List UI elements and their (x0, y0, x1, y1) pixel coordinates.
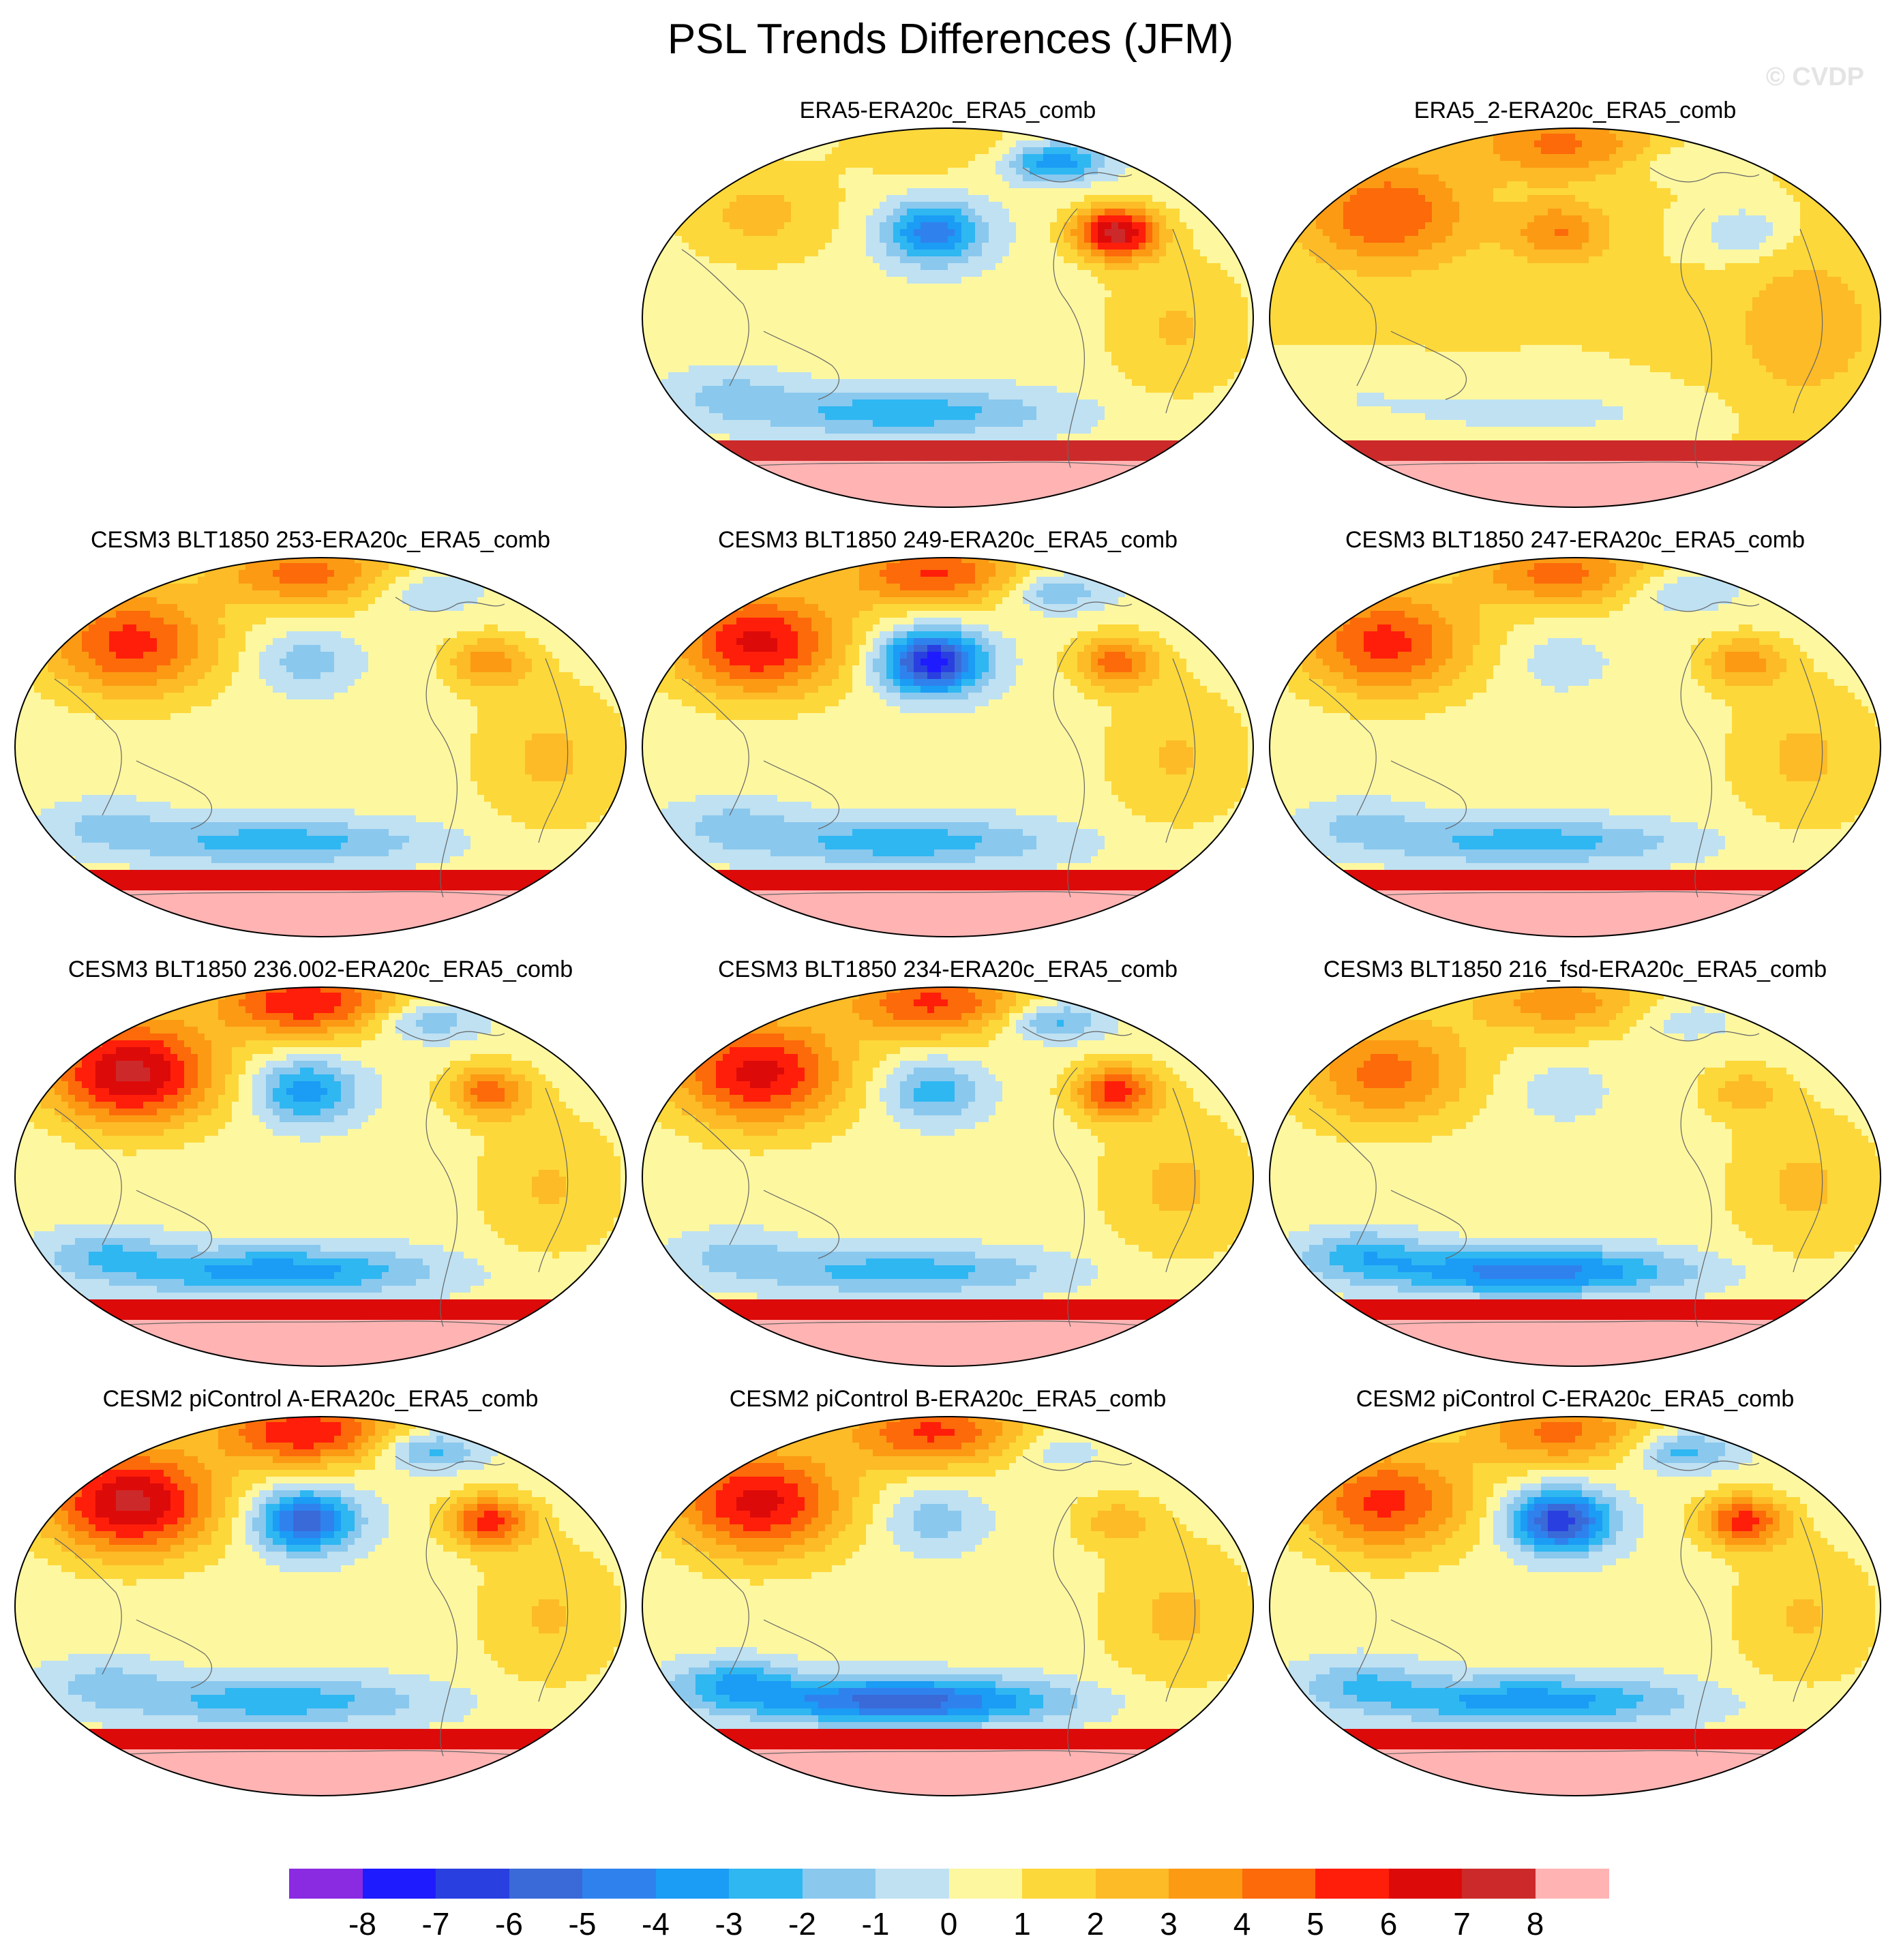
colorbar-swatch (1535, 1869, 1609, 1899)
map-panel-era5-2: ERA5_2-ERA20c_ERA5_comb (1261, 95, 1889, 518)
colorbar-swatch (362, 1869, 436, 1899)
colorbar-swatch (1022, 1869, 1096, 1899)
psl-trend-field (1270, 558, 1881, 937)
colorbar-tick-label: -1 (848, 1905, 903, 1943)
psl-trend-field (642, 1417, 1253, 1796)
psl-trend-field (15, 558, 626, 937)
panel-title: ERA5_2-ERA20c_ERA5_comb (1261, 95, 1889, 125)
psl-trend-field (1270, 987, 1881, 1366)
map (1269, 986, 1881, 1367)
panel-title: CESM3 BLT1850 249-ERA20c_ERA5_comb (634, 525, 1261, 555)
colorbar-tick-label: 2 (1068, 1905, 1123, 1943)
map (642, 986, 1254, 1367)
map-panel-cesm3-236002: CESM3 BLT1850 236.002-ERA20c_ERA5_comb (7, 954, 634, 1377)
colorbar-tick-label: 8 (1508, 1905, 1563, 1943)
colorbar-swatch (655, 1869, 730, 1899)
colorbar-swatch (1388, 1869, 1463, 1899)
coastlines (54, 1026, 594, 1331)
map (642, 557, 1254, 937)
colorbar-tick-label: 1 (995, 1905, 1049, 1943)
colorbar-tick-label: -2 (775, 1905, 830, 1943)
map-panel-cesm2-c: CESM2 piControl C-ERA20c_ERA5_comb (1261, 1384, 1889, 1807)
map (14, 1416, 627, 1796)
colorbar-swatch (729, 1869, 803, 1899)
colorbar-swatch (289, 1869, 363, 1899)
panel-title: CESM3 BLT1850 236.002-ERA20c_ERA5_comb (7, 954, 634, 984)
map-panel-cesm3-247: CESM3 BLT1850 247-ERA20c_ERA5_comb (1261, 525, 1889, 948)
panel-title: CESM2 piControl B-ERA20c_ERA5_comb (634, 1384, 1261, 1414)
map-outline (642, 1416, 1254, 1796)
colorbar-tick-label: -3 (702, 1905, 756, 1943)
psl-trend-field (1270, 128, 1881, 507)
map-outline (14, 1416, 627, 1796)
map-panel-cesm3-216fsd: CESM3 BLT1850 216_fsd-ERA20c_ERA5_comb (1261, 954, 1889, 1377)
map-outline (14, 557, 627, 937)
coastlines (1308, 167, 1848, 472)
colorbar-tick-label: 5 (1288, 1905, 1343, 1943)
colorbar-swatch (1095, 1869, 1169, 1899)
colorbar-swatch (1315, 1869, 1389, 1899)
colorbar-tick-label: 3 (1141, 1905, 1196, 1943)
map-outline (1269, 557, 1881, 937)
psl-trend-field (642, 558, 1253, 937)
colorbar-swatch (1169, 1869, 1242, 1899)
map-outline (14, 986, 627, 1367)
colorbar-swatch (948, 1869, 1023, 1899)
colorbar-swatch (875, 1869, 949, 1899)
coastlines (54, 597, 594, 901)
map (14, 557, 627, 937)
map-panel-cesm3-249: CESM3 BLT1850 249-ERA20c_ERA5_comb (634, 525, 1261, 948)
psl-trend-field (642, 128, 1253, 507)
map (642, 127, 1254, 508)
map-outline (642, 557, 1254, 937)
map-outline (1269, 127, 1881, 508)
map-outline (1269, 1416, 1881, 1796)
colorbar-swatch (1242, 1869, 1316, 1899)
psl-trend-field (642, 987, 1253, 1366)
colorbar-swatch (509, 1869, 583, 1899)
colorbar-swatch (582, 1869, 656, 1899)
map (1269, 557, 1881, 937)
map-outline (642, 127, 1254, 508)
colorbar-tick-label: -5 (555, 1905, 610, 1943)
panel-title: CESM2 piControl A-ERA20c_ERA5_comb (7, 1384, 634, 1414)
colorbar-swatch (436, 1869, 509, 1899)
panel-title: CESM3 BLT1850 253-ERA20c_ERA5_comb (7, 525, 634, 555)
colorbar-tick-label: -8 (335, 1905, 390, 1943)
colorbar-tick-label: 0 (922, 1905, 976, 1943)
panel-title: ERA5-ERA20c_ERA5_comb (634, 95, 1261, 125)
colorbar-tick-label: 4 (1215, 1905, 1270, 1943)
psl-trend-field (15, 987, 626, 1366)
map (1269, 1416, 1881, 1796)
colorbar-tick-label: -6 (482, 1905, 537, 1943)
map (1269, 127, 1881, 508)
map-outline (642, 986, 1254, 1367)
cvdp-watermark: © CVDP (1766, 63, 1864, 92)
psl-trend-field (1270, 1417, 1881, 1796)
figure-title: PSL Trends Differences (JFM) (0, 12, 1901, 67)
colorbar-swatch (1462, 1869, 1536, 1899)
psl-trend-field (15, 1417, 626, 1796)
map-panel-era5: ERA5-ERA20c_ERA5_comb (634, 95, 1261, 518)
map (14, 986, 627, 1367)
panel-title: CESM2 piControl C-ERA20c_ERA5_comb (1261, 1384, 1889, 1414)
colorbar-tick-label: 6 (1362, 1905, 1416, 1943)
panel-title: CESM3 BLT1850 247-ERA20c_ERA5_comb (1261, 525, 1889, 555)
map-panel-cesm3-234: CESM3 BLT1850 234-ERA20c_ERA5_comb (634, 954, 1261, 1377)
panel-title: CESM3 BLT1850 216_fsd-ERA20c_ERA5_comb (1261, 954, 1889, 984)
colorbar-swatch (802, 1869, 876, 1899)
map (642, 1416, 1254, 1796)
colorbar-tick-label: -7 (408, 1905, 463, 1943)
map-outline (1269, 986, 1881, 1367)
map-panel-cesm3-253: CESM3 BLT1850 253-ERA20c_ERA5_comb (7, 525, 634, 948)
colorbar-tick-label: 7 (1435, 1905, 1489, 1943)
colorbar-tick-label: -4 (629, 1905, 683, 1943)
panel-title: CESM3 BLT1850 234-ERA20c_ERA5_comb (634, 954, 1261, 984)
map-panel-cesm2-b: CESM2 piControl B-ERA20c_ERA5_comb (634, 1384, 1261, 1807)
map-panel-cesm2-a: CESM2 piControl A-ERA20c_ERA5_comb (7, 1384, 634, 1807)
